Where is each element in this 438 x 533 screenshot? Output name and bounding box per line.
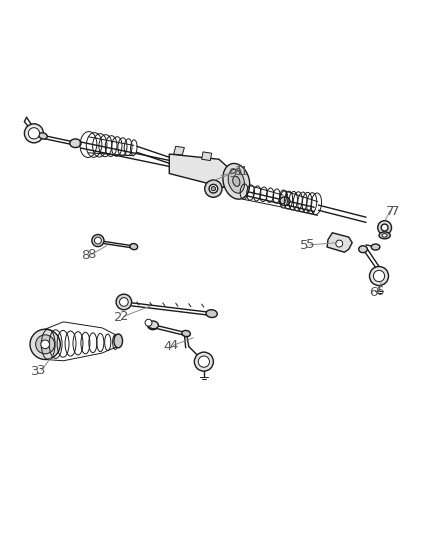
Polygon shape (327, 233, 352, 252)
Ellipse shape (359, 246, 367, 253)
Text: 4: 4 (170, 338, 178, 352)
Text: 2: 2 (120, 310, 128, 322)
Ellipse shape (206, 310, 217, 318)
Circle shape (92, 235, 104, 247)
Ellipse shape (228, 169, 244, 193)
Circle shape (198, 356, 209, 367)
Ellipse shape (130, 244, 138, 249)
Circle shape (145, 319, 152, 326)
Circle shape (336, 240, 343, 247)
Text: 4: 4 (163, 340, 172, 353)
Text: 7: 7 (391, 205, 399, 217)
Circle shape (95, 237, 101, 244)
Circle shape (373, 270, 385, 281)
Ellipse shape (279, 197, 290, 206)
Text: 1: 1 (240, 165, 248, 178)
Circle shape (378, 221, 392, 235)
Ellipse shape (223, 164, 250, 199)
Circle shape (30, 329, 60, 359)
Ellipse shape (70, 139, 81, 148)
Circle shape (28, 128, 39, 139)
Ellipse shape (148, 321, 159, 329)
Ellipse shape (371, 244, 380, 250)
Ellipse shape (182, 330, 191, 337)
Circle shape (41, 340, 49, 349)
Circle shape (116, 294, 132, 310)
Circle shape (25, 124, 43, 143)
Ellipse shape (379, 232, 390, 239)
Circle shape (120, 297, 128, 306)
Ellipse shape (114, 334, 123, 348)
Text: 6: 6 (369, 286, 378, 299)
Circle shape (370, 266, 389, 286)
Text: 8: 8 (81, 249, 90, 262)
Circle shape (209, 184, 218, 193)
Polygon shape (169, 154, 232, 188)
Text: 8: 8 (87, 248, 95, 261)
Polygon shape (173, 146, 184, 155)
Circle shape (194, 352, 213, 371)
Text: 1: 1 (234, 165, 243, 178)
Ellipse shape (39, 133, 47, 139)
Circle shape (35, 335, 55, 354)
Text: 3: 3 (32, 365, 40, 378)
Text: 9: 9 (233, 167, 242, 180)
Ellipse shape (233, 176, 240, 187)
Text: 5: 5 (306, 238, 314, 252)
Polygon shape (202, 152, 212, 160)
Ellipse shape (148, 322, 157, 330)
Text: 3: 3 (37, 364, 46, 377)
Circle shape (205, 180, 222, 197)
Text: 2: 2 (113, 311, 122, 324)
Text: 9: 9 (228, 167, 236, 180)
Ellipse shape (382, 233, 387, 237)
Circle shape (211, 187, 215, 191)
Text: 6: 6 (375, 285, 383, 298)
Circle shape (381, 224, 388, 231)
Text: 7: 7 (385, 205, 394, 217)
Text: 5: 5 (300, 239, 308, 252)
